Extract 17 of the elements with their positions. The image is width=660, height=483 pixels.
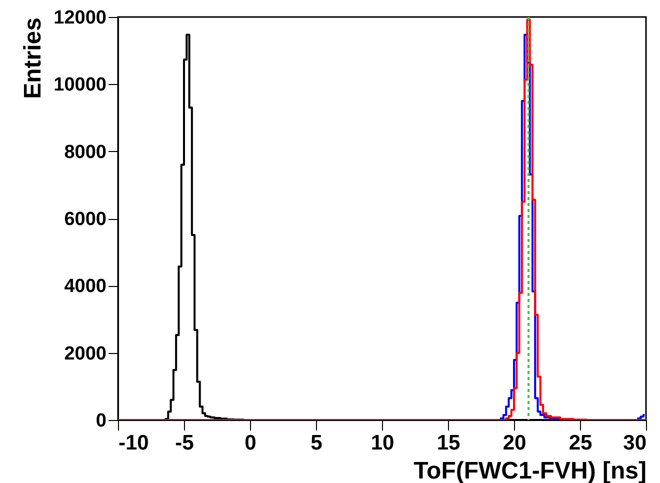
y-tick-label: 10000 <box>54 74 106 96</box>
y-tick-label: 6000 <box>64 209 106 230</box>
x-tick-label: 30 <box>623 432 646 454</box>
y-tick-label: 4000 <box>64 276 106 298</box>
y-tick-label: 2000 <box>64 343 106 364</box>
x-tick-label: 5 <box>310 432 323 454</box>
x-tick-label: 0 <box>244 432 256 454</box>
y-tick-label: 8000 <box>64 142 106 163</box>
x-tick-label: 15 <box>436 432 460 454</box>
y-axis-title: Entries <box>20 18 47 99</box>
x-tick-label: -10 <box>118 432 149 454</box>
y-tick-label: 12000 <box>54 8 106 28</box>
x-tick-label: 10 <box>370 432 394 454</box>
x-tick-label: 20 <box>502 432 526 454</box>
y-tick-label: 0 <box>96 410 106 432</box>
x-tick-label: 25 <box>568 432 592 454</box>
x-tick-label: -5 <box>175 432 194 454</box>
